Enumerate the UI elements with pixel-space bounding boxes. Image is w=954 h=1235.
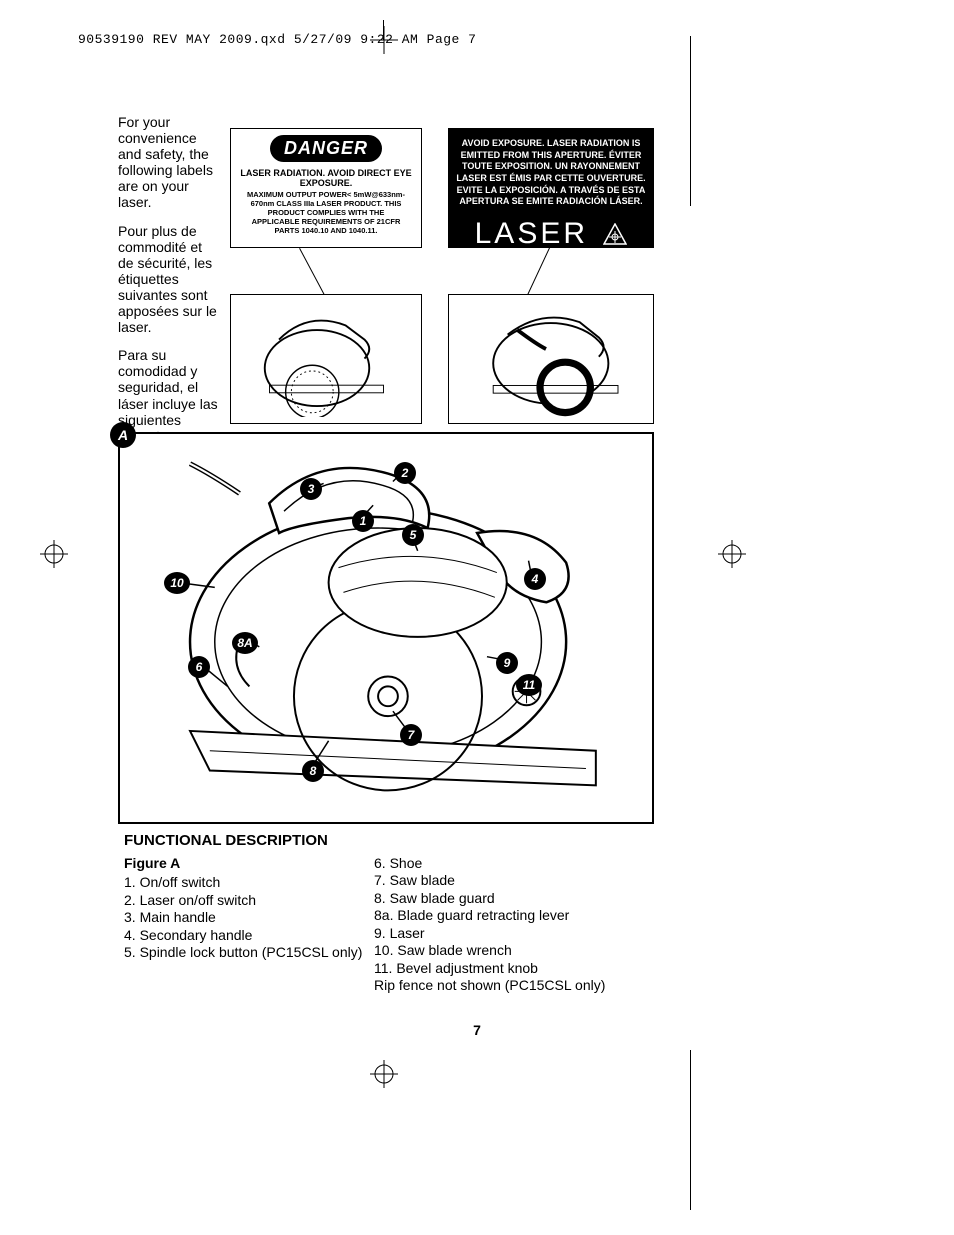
page-number: 7 [0, 1022, 954, 1038]
saw-thumbnail-left [230, 294, 422, 424]
list-item: 5. Spindle lock button (PC15CSL only) [124, 944, 374, 962]
callout-5: 5 [402, 524, 424, 546]
callout-3: 3 [300, 478, 322, 500]
section-heading: FUNCTIONAL DESCRIPTION [124, 832, 664, 851]
crop-mark-bottom-v [690, 1050, 691, 1210]
list-item: 1. On/off switch [124, 874, 374, 892]
callout-7: 7 [400, 724, 422, 746]
description-column-1: Figure A 1. On/off switch 2. Laser on/of… [124, 855, 374, 995]
registration-mark [40, 540, 68, 568]
laser-aperture-label: AVOID EXPOSURE. LASER RADIATION IS EMITT… [448, 128, 654, 248]
callout-11: 11 [516, 674, 542, 696]
list-item: 8. Saw blade guard [374, 890, 654, 908]
registration-mark [370, 1060, 398, 1088]
document-header: 90539190 REV MAY 2009.qxd 5/27/09 9:22 A… [78, 32, 476, 47]
callout-6: 6 [188, 656, 210, 678]
danger-line1: LASER RADIATION. AVOID DIRECT EYE EXPOSU… [237, 168, 415, 189]
intro-text-block: For your convenience and safety, the fol… [118, 114, 218, 456]
laser-triangle-icon [603, 216, 627, 255]
list-item: 4. Secondary handle [124, 927, 374, 945]
list-item: 2. Laser on/off switch [124, 892, 374, 910]
callout-10: 10 [164, 572, 190, 594]
figure-letter-badge: A [110, 422, 136, 448]
functional-description: FUNCTIONAL DESCRIPTION Figure A 1. On/of… [124, 832, 664, 995]
callout-2: 2 [394, 462, 416, 484]
list-item: 10. Saw blade wrench [374, 942, 654, 960]
intro-fr: Pour plus de commodité et de sécurité, l… [118, 223, 218, 336]
callout-9: 9 [496, 652, 518, 674]
description-column-2: 6. Shoe 7. Saw blade 8. Saw blade guard … [374, 855, 654, 995]
list-item: 9. Laser [374, 925, 654, 943]
callout-8a: 8A [232, 632, 258, 654]
laser-word: LASER [456, 214, 646, 255]
list-item: 6. Shoe [374, 855, 654, 873]
laser-warning-text: AVOID EXPOSURE. LASER RADIATION IS EMITT… [456, 138, 646, 208]
callout-4: 4 [524, 568, 546, 590]
registration-mark [718, 540, 746, 568]
saw-thumbnail-right [448, 294, 654, 424]
danger-label: DANGER LASER RADIATION. AVOID DIRECT EYE… [230, 128, 422, 248]
list-item: 8a. Blade guard retracting lever [374, 907, 654, 925]
danger-badge: DANGER [270, 135, 382, 162]
crop-mark-top-h [690, 36, 691, 206]
list-item: 7. Saw blade [374, 872, 654, 890]
danger-line2: MAXIMUM OUTPUT POWER< 5mW@633nm-670nm CL… [237, 190, 415, 235]
intro-en: For your convenience and safety, the fol… [118, 114, 218, 211]
callout-8: 8 [302, 760, 324, 782]
list-item: 3. Main handle [124, 909, 374, 927]
figure-a: A 1 2 3 4 5 6 7 8 8A 9 10 11 [118, 432, 654, 824]
figure-subheading: Figure A [124, 855, 374, 873]
list-item: 11. Bevel adjustment knob [374, 960, 654, 978]
list-item: Rip fence not shown (PC15CSL only) [374, 977, 654, 995]
callout-1: 1 [352, 510, 374, 532]
